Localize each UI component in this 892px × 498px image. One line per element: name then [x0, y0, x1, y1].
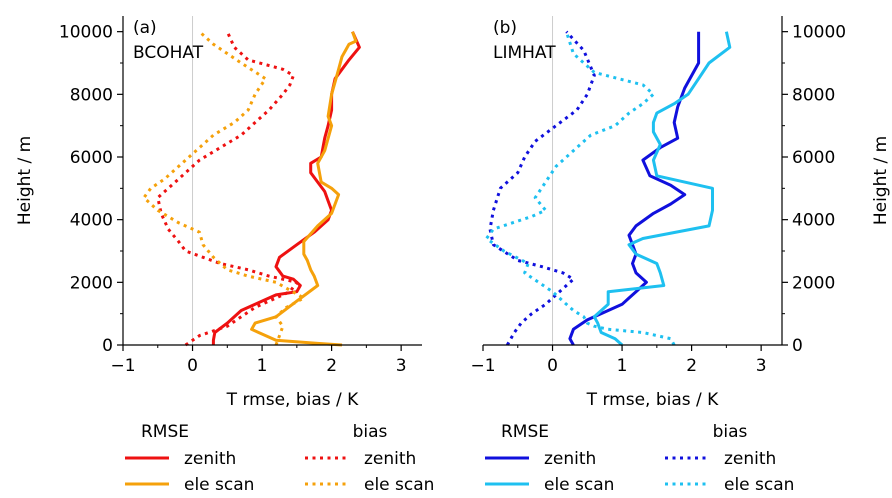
panel-title-1: LIMHAT	[493, 43, 556, 63]
y-tick-label-1-2: 4000	[792, 211, 835, 231]
legend-label-1-1: ele scan	[364, 475, 434, 495]
legend-label-0-0: zenith	[184, 449, 236, 469]
series-line-1-3	[485, 31, 676, 346]
y-tick-label-1-0: 0	[792, 336, 803, 356]
legend-label-2-0: zenith	[544, 449, 596, 469]
legend-header-1: bias	[353, 422, 388, 442]
x-tick-label-0-2: 1	[257, 356, 268, 376]
y-tick-label-0-2: 4000	[70, 211, 113, 231]
y-axis-label-1: Height / m	[871, 136, 891, 225]
x-tick-label-0-3: 2	[326, 356, 337, 376]
legend-label-1-0: zenith	[364, 449, 416, 469]
y-tick-label-0-1: 2000	[70, 273, 113, 293]
x-axis-label-0: T rmse, bias / K	[226, 390, 359, 410]
x-tick-label-0-1: 0	[187, 356, 198, 376]
series-line-0-1	[250, 31, 358, 347]
series-line-1-1	[592, 31, 732, 347]
y-tick-label-0-3: 6000	[70, 148, 113, 168]
x-tick-label-1-3: 2	[686, 356, 697, 376]
y-axis-label-0: Height / m	[15, 136, 35, 225]
series-line-1-2	[488, 30, 596, 346]
y-tick-label-0-5: 10000	[59, 23, 113, 43]
series-line-1-0	[568, 31, 701, 346]
legend-label-3-0: zenith	[724, 449, 776, 469]
y-tick-label-1-1: 2000	[792, 273, 835, 293]
x-tick-label-1-0: −1	[470, 356, 495, 376]
y-tick-label-1-3: 6000	[792, 148, 835, 168]
x-tick-label-1-2: 1	[617, 356, 628, 376]
legend-header-3: bias	[713, 422, 748, 442]
y-tick-label-1-4: 8000	[792, 85, 835, 105]
y-tick-label-0-0: 0	[102, 336, 113, 356]
legend-label-0-1: ele scan	[184, 475, 254, 495]
x-axis-label-1: T rmse, bias / K	[586, 390, 719, 410]
series-line-0-2	[156, 31, 299, 347]
x-tick-label-1-4: 3	[756, 356, 767, 376]
panel-title-0: BCOHAT	[133, 43, 204, 63]
x-tick-label-0-0: −1	[110, 356, 135, 376]
panel-label-1: (b)	[493, 18, 517, 38]
panel-label-0: (a)	[133, 18, 157, 38]
y-tick-label-1-5: 10000	[792, 23, 846, 43]
x-tick-label-0-4: 3	[396, 356, 407, 376]
legend-label-2-1: ele scan	[544, 475, 614, 495]
y-tick-label-0-4: 8000	[70, 85, 113, 105]
legend-header-2: RMSE	[501, 422, 549, 442]
x-tick-label-1-1: 0	[547, 356, 558, 376]
legend-header-0: RMSE	[141, 422, 189, 442]
legend-label-3-1: ele scan	[724, 475, 794, 495]
series-line-0-3	[142, 30, 306, 346]
